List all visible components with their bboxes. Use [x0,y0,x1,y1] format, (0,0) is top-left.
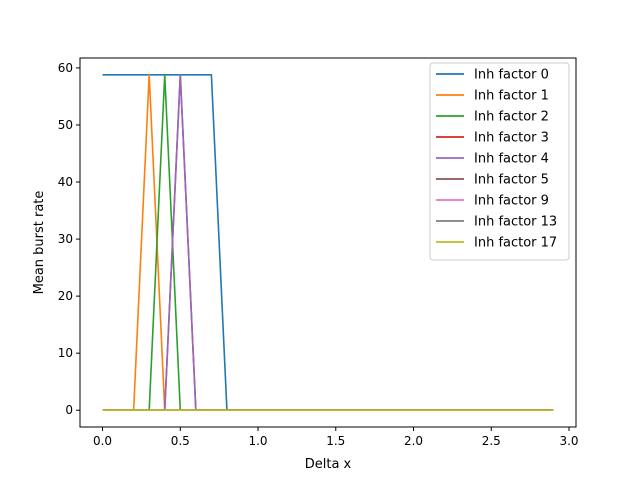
legend-entry: Inh factor 4 [436,152,549,167]
legend-entry: Inh factor 13 [436,215,557,230]
y-axis-ticks: 0 10 20 30 40 50 60 [58,61,80,417]
x-tick-label: 2.0 [404,434,423,448]
legend-label: Inh factor 9 [474,194,549,209]
x-tick-label: 0.5 [171,434,190,448]
legend-label: Inh factor 5 [474,173,549,188]
y-axis-label: Mean burst rate [32,191,47,295]
x-tick-label: 2.5 [482,434,501,448]
legend-label: Inh factor 3 [474,131,549,146]
y-tick-label: 60 [58,61,73,75]
legend-label: Inh factor 0 [474,68,549,83]
legend-entry: Inh factor 0 [436,68,549,83]
legend-entry: Inh factor 17 [436,236,557,251]
y-tick-label: 40 [58,175,73,189]
legend-entry: Inh factor 9 [436,194,549,209]
plot-lines [102,73,554,412]
legend-entry: Inh factor 3 [436,131,549,146]
legend-label: Inh factor 2 [474,110,549,125]
legend-label: Inh factor 17 [474,236,557,251]
legend-entry: Inh factor 1 [436,89,549,104]
legend-label: Inh factor 1 [474,89,549,104]
y-tick-label: 0 [65,403,73,417]
y-tick-label: 10 [58,346,73,360]
legend-label: Inh factor 4 [474,152,549,167]
x-tick-label: 3.0 [559,434,578,448]
legend: Inh factor 0 Inh factor 1 Inh factor 2 Inh … [429,62,570,261]
y-tick-label: 20 [58,289,73,303]
y-tick-label: 30 [58,232,73,246]
x-tick-label: 1.5 [326,434,345,448]
x-axis-ticks: 0.0 0.5 1.0 1.5 2.0 2.5 3.0 [93,427,579,448]
legend-box [429,62,570,261]
x-axis-label: Delta x [305,457,352,472]
axes-frame [79,57,577,428]
legend-label: Inh factor 13 [474,215,557,230]
x-tick-label: 0.0 [93,434,112,448]
legend-entry: Inh factor 5 [436,173,549,188]
y-tick-label: 50 [58,118,73,132]
x-tick-label: 1.0 [248,434,267,448]
legend-entry: Inh factor 2 [436,110,549,125]
